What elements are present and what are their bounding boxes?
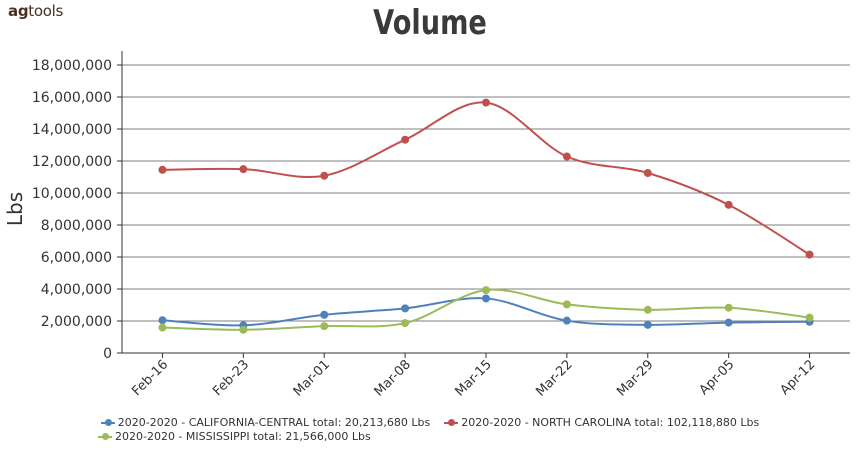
axes <box>121 51 850 358</box>
data-point-mississippi[interactable] <box>805 313 814 322</box>
legend-item-mississippi[interactable]: 2020-2020 - MISSISSIPPI total: 21,566,00… <box>98 430 371 444</box>
y-tick-label: 12,000,000 <box>32 154 112 170</box>
legend-label-north-carolina: 2020-2020 - NORTH CAROLINA total: 102,11… <box>461 416 760 429</box>
data-point-california-central[interactable] <box>643 320 652 329</box>
data-point-mississippi[interactable] <box>643 305 652 314</box>
data-point-north-carolina[interactable] <box>643 169 652 177</box>
data-point-north-carolina[interactable] <box>724 200 733 209</box>
x-tick-label: Mar-08 <box>372 357 414 399</box>
x-tick-label: Mar-01 <box>291 357 333 399</box>
series-line-north-carolina <box>162 101 811 256</box>
series-lines <box>158 98 814 334</box>
data-point-california-central[interactable] <box>401 304 410 313</box>
data-point-mississippi[interactable] <box>562 300 571 309</box>
legend-swatch-california-central <box>100 416 115 430</box>
legend-label-california-central: 2020-2020 - CALIFORNIA-CENTRAL total: 20… <box>117 416 431 429</box>
line-chart: 0 2,000,000 4,000,000 6,000,000 8,000,000 10,… <box>3 51 850 400</box>
x-tick-label: Feb-23 <box>210 357 252 399</box>
data-point-north-carolina[interactable] <box>562 152 571 161</box>
agtools-logo: agtools <box>8 2 63 20</box>
chart-title: Volume <box>373 3 487 43</box>
x-tick-label: Feb-16 <box>129 357 171 399</box>
legend-item-north-carolina[interactable]: 2020-2020 - NORTH CAROLINA total: 102,11… <box>444 416 759 430</box>
data-point-north-carolina[interactable] <box>320 171 329 180</box>
data-point-mississippi[interactable] <box>724 303 733 312</box>
data-point-north-carolina[interactable] <box>401 135 410 144</box>
y-tick-label: 2,000,000 <box>41 314 112 330</box>
x-tick-label: Mar-15 <box>452 357 494 399</box>
legend: 2020-2020 - CALIFORNIA-CENTRAL total: 20… <box>0 416 860 444</box>
data-point-mississippi[interactable] <box>320 322 329 331</box>
y-tick-label: 6,000,000 <box>41 250 112 266</box>
legend-swatch-mississippi <box>98 430 112 444</box>
data-point-north-carolina[interactable] <box>805 250 814 259</box>
y-tick-label: 8,000,000 <box>41 218 112 234</box>
data-point-north-carolina[interactable] <box>239 165 248 174</box>
legend-item-california-central[interactable]: 2020-2020 - CALIFORNIA-CENTRAL total: 20… <box>100 416 431 430</box>
y-tick-labels: 0 2,000,000 4,000,000 6,000,000 8,000,000 10,… <box>32 58 112 362</box>
data-point-mississippi[interactable] <box>401 319 410 328</box>
data-point-mississippi[interactable] <box>482 286 490 295</box>
data-point-mississippi[interactable] <box>158 323 167 332</box>
legend-label-mississippi: 2020-2020 - MISSISSIPPI total: 21,566,00… <box>115 430 371 443</box>
x-tick-label: Apr-05 <box>697 357 738 398</box>
grid-lines <box>117 64 850 354</box>
x-tick-label: Apr-12 <box>777 357 818 398</box>
x-tick-labels: Feb-16 Feb-23 Mar-01 Mar-08 Mar-15 Mar-22 Mar-… <box>129 357 818 399</box>
y-tick-label: 14,000,000 <box>32 122 112 138</box>
data-point-north-carolina[interactable] <box>482 98 490 107</box>
data-point-california-central[interactable] <box>320 310 329 319</box>
legend-swatch-north-carolina <box>444 416 459 430</box>
y-tick-label: 16,000,000 <box>32 90 112 106</box>
x-tick-label: Mar-22 <box>533 357 575 399</box>
y-tick-label: 18,000,000 <box>32 58 112 74</box>
data-point-north-carolina[interactable] <box>158 165 167 174</box>
data-point-mississippi[interactable] <box>239 325 248 334</box>
data-point-california-central[interactable] <box>724 318 733 327</box>
y-tick-label: 0 <box>103 346 112 362</box>
data-point-california-central[interactable] <box>562 316 571 325</box>
x-tick-label: Mar-29 <box>614 357 656 399</box>
y-tick-label: 4,000,000 <box>41 282 112 298</box>
data-point-california-central[interactable] <box>482 294 490 303</box>
y-axis-label: Lbs <box>3 192 27 226</box>
data-point-california-central[interactable] <box>158 316 167 325</box>
y-tick-label: 10,000,000 <box>32 186 112 202</box>
